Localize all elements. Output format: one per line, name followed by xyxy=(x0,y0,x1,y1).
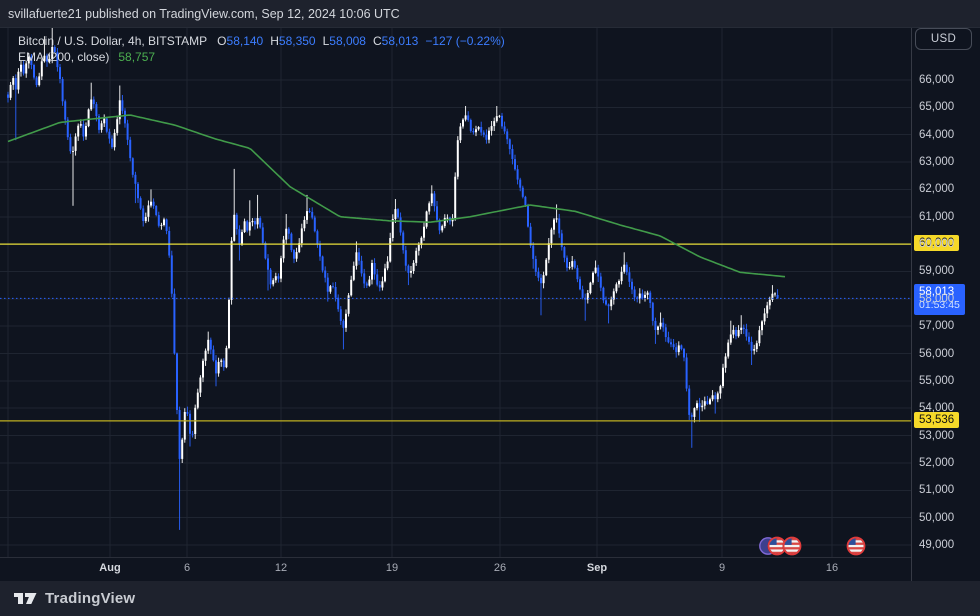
ema-value: 58,757 xyxy=(118,50,156,64)
time-tick-aug[interactable]: Aug xyxy=(99,562,121,574)
price-tick-64000[interactable]: 64,000 xyxy=(919,129,955,141)
price-tick-61000[interactable]: 61,000 xyxy=(919,211,955,223)
ohlc-close: C58,013 xyxy=(372,34,419,48)
price-axis[interactable]: USD 60,000 53,536 58,013 01:53:45 66,000… xyxy=(911,28,980,581)
time-tick-26[interactable]: 26 xyxy=(493,562,507,574)
us-flag-event-icon[interactable] xyxy=(767,536,787,556)
price-level-label-60000: 60,000 xyxy=(914,235,960,251)
chart-window: Bitcoin / U.S. Dollar, 4h, BITSTAMP O58,1… xyxy=(0,28,980,581)
currency-unit-button[interactable]: USD xyxy=(915,28,972,50)
price-tick-55000[interactable]: 55,000 xyxy=(919,375,955,387)
price-tick-59000[interactable]: 59,000 xyxy=(919,265,955,277)
price-tick-53000[interactable]: 53,000 xyxy=(919,430,955,442)
footer-bar: TradingView xyxy=(0,581,980,616)
price-tick-63000[interactable]: 63,000 xyxy=(919,156,955,168)
price-change: −127 (−0.22%) xyxy=(425,34,505,48)
price-tick-62000[interactable]: 62,000 xyxy=(919,183,955,195)
time-tick-6[interactable]: 6 xyxy=(183,562,191,574)
last-price-label: 58,013 01:53:45 xyxy=(914,284,965,315)
time-tick-16[interactable]: 16 xyxy=(825,562,839,574)
price-level-label-53536: 53,536 xyxy=(914,412,960,428)
tradingview-brand-text: TradingView xyxy=(45,590,136,607)
price-tick-60000[interactable]: 60,000 xyxy=(919,238,955,250)
ema-label: EMA (200, close) xyxy=(18,50,110,64)
ohlc-high: H58,350 xyxy=(270,34,316,48)
ema-legend-row[interactable]: EMA (200, close) 58,757 xyxy=(18,49,505,65)
chart-column: Bitcoin / U.S. Dollar, 4h, BITSTAMP O58,1… xyxy=(0,28,911,581)
time-tick-19[interactable]: 19 xyxy=(385,562,399,574)
time-tick-sep[interactable]: Sep xyxy=(586,562,608,574)
price-tick-56000[interactable]: 56,000 xyxy=(919,348,955,360)
last-price-value: 58,013 xyxy=(919,286,955,298)
us-flag-event-icon[interactable] xyxy=(846,536,866,556)
publish-info-bar: svillafuerte21 published on TradingView.… xyxy=(0,0,980,28)
price-tick-66000[interactable]: 66,000 xyxy=(919,74,955,86)
price-tick-57000[interactable]: 57,000 xyxy=(919,320,955,332)
chart-legend: Bitcoin / U.S. Dollar, 4h, BITSTAMP O58,1… xyxy=(18,33,505,65)
time-axis[interactable]: Aug 6 12 19 26 Sep 9 16 xyxy=(0,557,911,581)
tradingview-logo-icon xyxy=(14,593,37,604)
price-tick-50000[interactable]: 50,000 xyxy=(919,512,955,524)
price-tick-51000[interactable]: 51,000 xyxy=(919,484,955,496)
tradingview-logo-link[interactable]: TradingView xyxy=(13,589,135,608)
ohlc-low: L58,008 xyxy=(322,34,366,48)
publish-info-text: svillafuerte21 published on TradingView.… xyxy=(8,6,400,21)
chart-pane[interactable]: Bitcoin / U.S. Dollar, 4h, BITSTAMP O58,1… xyxy=(0,28,911,557)
us-flag-event-icon[interactable] xyxy=(782,536,802,556)
price-tick-65000[interactable]: 65,000 xyxy=(919,101,955,113)
symbol-legend-row[interactable]: Bitcoin / U.S. Dollar, 4h, BITSTAMP O58,1… xyxy=(18,33,505,49)
bar-countdown: 01:53:45 xyxy=(919,299,960,311)
price-tick-54000[interactable]: 54,000 xyxy=(919,402,955,414)
price-tick-52000[interactable]: 52,000 xyxy=(919,457,955,469)
price-tick-58000[interactable]: 58,000 xyxy=(919,293,955,305)
symbol-title: Bitcoin / U.S. Dollar, 4h, BITSTAMP xyxy=(18,34,208,48)
ohlc-open: O58,140 xyxy=(217,34,264,48)
price-tick-49000[interactable]: 49,000 xyxy=(919,539,955,551)
time-tick-9[interactable]: 9 xyxy=(718,562,726,574)
time-tick-12[interactable]: 12 xyxy=(274,562,288,574)
candlestick-chart-canvas[interactable] xyxy=(0,28,911,557)
